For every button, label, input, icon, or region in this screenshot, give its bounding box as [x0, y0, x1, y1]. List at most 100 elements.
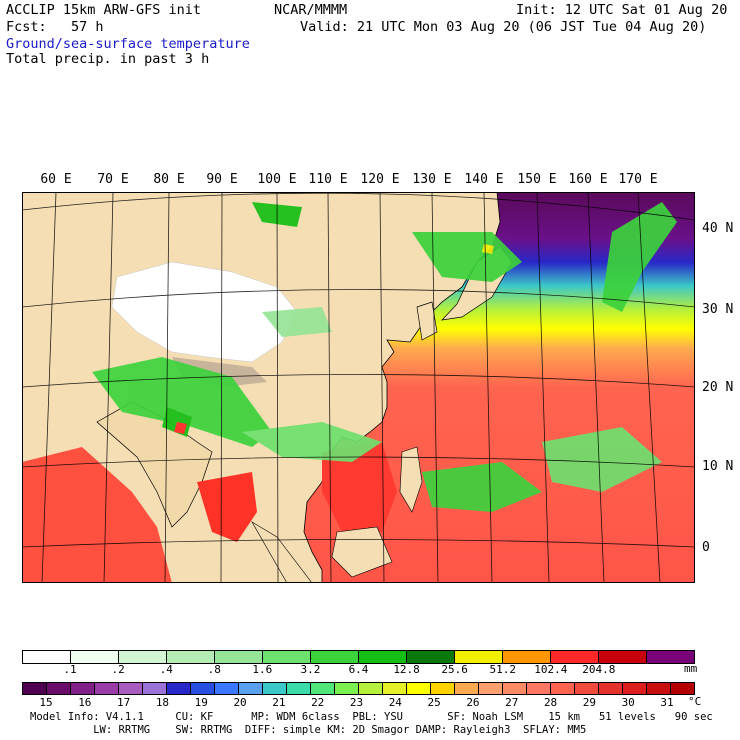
temperature-swatch	[575, 683, 599, 694]
temperature-tick-label: 16	[78, 696, 92, 709]
precip-tick-label: 204.8	[582, 663, 616, 676]
precip-cluster	[92, 357, 272, 447]
longitude-label: 140 E	[464, 172, 504, 187]
temperature-swatch	[119, 683, 143, 694]
temperature-swatch	[383, 683, 407, 694]
temperature-swatch	[143, 683, 167, 694]
temperature-tick-label: 17	[117, 696, 131, 709]
org-label: NCAR/MMMM	[274, 2, 348, 18]
temperature-swatch	[647, 683, 671, 694]
temperature-tick-label: 26	[466, 696, 480, 709]
longitude-label: 130 E	[412, 172, 452, 187]
longitude-label: 100 E	[257, 172, 297, 187]
temperature-swatch	[503, 683, 527, 694]
temperature-swatch	[551, 683, 575, 694]
temperature-swatch	[47, 683, 71, 694]
precip-swatch	[599, 651, 647, 663]
precip-tick-label: .4	[159, 663, 173, 676]
longitude-label: 120 E	[360, 172, 400, 187]
temperature-tick-label: 24	[388, 696, 402, 709]
temperature-tick-label: 18	[155, 696, 170, 709]
precip-swatch	[215, 651, 263, 663]
precip-swatch	[455, 651, 503, 663]
precip-tick-label: 3.2	[300, 663, 321, 676]
temperature-swatch	[71, 683, 95, 694]
arabian-sea	[22, 447, 172, 583]
south-china-sea	[322, 442, 397, 532]
bay-of-bengal	[197, 472, 257, 542]
latitude-label: 0	[702, 540, 710, 555]
precip-swatch	[71, 651, 119, 663]
latitude-label: 40 N	[702, 221, 734, 236]
temperature-tick-label: 20	[233, 696, 247, 709]
longitude-label: 60 E	[40, 172, 72, 187]
temperature-unit: °C	[688, 695, 702, 708]
model-info-line-1: Model Info: V4.1.1 CU: KF MP: WDM 6class…	[30, 711, 713, 723]
longitude-label: 90 E	[206, 172, 238, 187]
precip-tick-label: .8	[207, 663, 221, 676]
temperature-swatch	[215, 683, 239, 694]
longitude-label: 170 E	[618, 172, 658, 187]
longitude-label: 80 E	[153, 172, 185, 187]
precip-tick-label: 25.6	[441, 663, 468, 676]
precip-tick-label: 12.8	[393, 663, 420, 676]
latitude-label: 30 N	[702, 302, 734, 317]
sumatra-land	[251, 521, 313, 583]
temperature-tick-label: 23	[349, 696, 364, 709]
temperature-swatch	[311, 683, 335, 694]
latitude-label: 20 N	[702, 380, 734, 395]
temperature-tick-label: 22	[311, 696, 325, 709]
temperature-swatch	[239, 683, 263, 694]
precip-unit: mm	[684, 662, 698, 675]
temperature-tick-label: 21	[272, 696, 286, 709]
temperature-swatch	[95, 683, 119, 694]
field-label-temperature: Ground/sea-surface temperature	[6, 36, 250, 52]
temperature-swatch	[359, 683, 383, 694]
precip-tick-label: 51.2	[489, 663, 516, 676]
korea-land	[416, 301, 438, 341]
field-label-precip: Total precip. in past 3 h	[6, 51, 210, 67]
precip-cluster	[242, 422, 382, 462]
longitude-label: 110 E	[308, 172, 348, 187]
precip-swatch	[359, 651, 407, 663]
latitude-label: 10 N	[702, 459, 734, 474]
precip-tick-label: 6.4	[348, 663, 369, 676]
temperature-swatch	[479, 683, 503, 694]
precip-swatch	[503, 651, 551, 663]
temperature-tick-label: 25	[427, 696, 441, 709]
longitude-label: 150 E	[517, 172, 557, 187]
temperature-tick-label: 28	[543, 696, 558, 709]
precip-swatch	[119, 651, 167, 663]
temperature-swatch	[527, 683, 551, 694]
philippines-land	[399, 446, 423, 513]
precip-swatch	[311, 651, 359, 663]
precip-tick-label: .2	[111, 663, 125, 676]
temperature-swatch	[335, 683, 359, 694]
temperature-swatch	[599, 683, 623, 694]
weather-map	[22, 192, 695, 583]
init-time: Init: 12 UTC Sat 01 Aug 20	[516, 2, 728, 18]
precip-swatch	[647, 651, 694, 663]
precip-cluster	[262, 307, 332, 337]
temperature-tick-label: 15	[39, 696, 53, 709]
precip-cluster	[174, 422, 187, 434]
valid-time: Valid: 21 UTC Mon 03 Aug 20 (06 JST Tue …	[300, 19, 707, 35]
precip-cluster	[542, 427, 662, 492]
model-info-line-2: LW: RRTMG SW: RRTMG DIFF: simple KM: 2D …	[30, 724, 587, 736]
forecast-hour: Fcst: 57 h	[6, 19, 104, 35]
precip-tick-label: .1	[63, 663, 77, 676]
precip-swatch	[23, 651, 71, 663]
precip-tick-label: 1.6	[252, 663, 273, 676]
temperature-tick-label: 19	[194, 696, 208, 709]
model-title: ACCLIP 15km ARW-GFS init	[6, 2, 202, 18]
precip-colorbar	[22, 650, 695, 664]
temperature-swatch	[623, 683, 647, 694]
precip-cluster	[602, 202, 677, 312]
temperature-swatch	[23, 683, 47, 694]
temperature-tick-label: 29	[582, 696, 596, 709]
temperature-swatch	[263, 683, 287, 694]
precip-swatch	[263, 651, 311, 663]
temperature-tick-label: 30	[621, 696, 635, 709]
longitude-label: 160 E	[568, 172, 608, 187]
precip-tick-label: 102.4	[534, 663, 568, 676]
